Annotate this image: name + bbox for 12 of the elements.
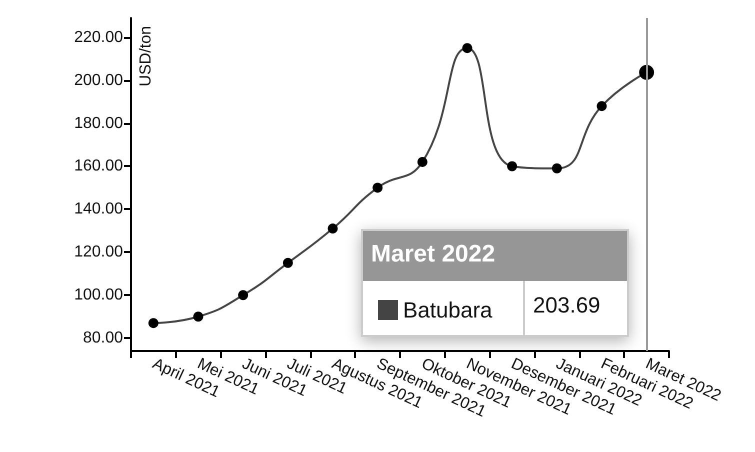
- y-tick-label: 220.00: [74, 28, 124, 46]
- legend-label: Batubara: [403, 298, 494, 322]
- y-tick-label: 160.00: [74, 158, 124, 175]
- annotation: 203.69: [533, 292, 600, 318]
- y-tick-label: 180.00: [74, 114, 124, 132]
- y-tick-label: 80.00: [82, 330, 124, 347]
- y-tick-label: 200.00: [74, 72, 124, 89]
- y-tick-label: 100.00: [74, 286, 124, 304]
- annotation: Maret 2022: [371, 240, 496, 268]
- y-axis-title: USD/ton: [138, 26, 154, 86]
- y-tick-label: 120.00: [74, 244, 124, 261]
- y-tick-label: 140.00: [74, 200, 124, 218]
